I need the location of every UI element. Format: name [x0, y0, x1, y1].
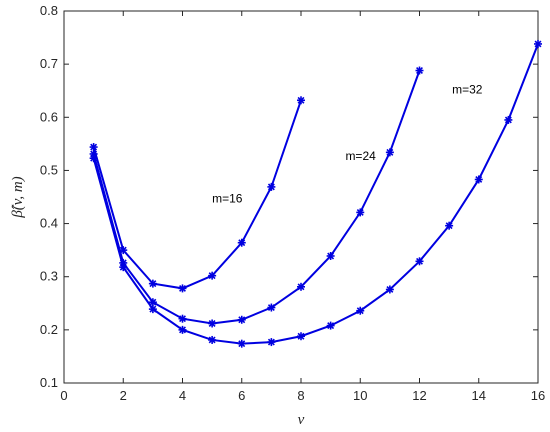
- data-point: [237, 315, 246, 324]
- x-tick-label: 16: [531, 388, 545, 403]
- data-point: [267, 182, 276, 191]
- data-point: [297, 282, 305, 291]
- y-tick-label: 0.2: [40, 322, 58, 337]
- data-point: [534, 39, 542, 48]
- data-point: [89, 154, 98, 163]
- x-axis-label: v: [298, 412, 305, 428]
- data-point: [178, 325, 187, 334]
- y-axis-label: β̂(v, m): [10, 176, 26, 218]
- x-tick-label: 8: [297, 388, 304, 403]
- data-point: [445, 221, 454, 230]
- data-point: [148, 305, 157, 314]
- data-point: [356, 306, 365, 315]
- data-point: [415, 257, 424, 266]
- x-tick-label: 14: [472, 388, 486, 403]
- x-tick-label: 2: [120, 388, 127, 403]
- data-point: [89, 143, 98, 152]
- x-tick-label: 12: [412, 388, 426, 403]
- x-tick-label: 4: [179, 388, 186, 403]
- y-tick-label: 0.1: [40, 375, 58, 390]
- data-point: [356, 208, 365, 217]
- x-tick-label: 10: [353, 388, 367, 403]
- data-point: [326, 321, 335, 330]
- data-point: [297, 332, 305, 341]
- data-point: [297, 96, 305, 105]
- data-point: [504, 115, 513, 124]
- data-point: [208, 319, 217, 328]
- y-tick-label: 0.3: [40, 269, 58, 284]
- x-tick-label: 6: [238, 388, 245, 403]
- data-point: [208, 271, 217, 280]
- data-point: [385, 285, 394, 294]
- data-point: [385, 148, 394, 157]
- data-point: [148, 298, 157, 307]
- data-point: [178, 314, 187, 323]
- data-point: [474, 175, 483, 184]
- data-point: [267, 338, 276, 347]
- plot-area: 0 2 4 6 8 10 12 14 16 0.1 0.2 0.3 0.4 0.5 0.6 0.7 0.8 m=1…: [40, 3, 545, 403]
- data-point: [267, 303, 276, 312]
- y-tick-label: 0.5: [40, 162, 58, 177]
- data-point: [208, 335, 217, 344]
- series-line-3: [92, 43, 539, 345]
- y-tick-label: 0.4: [40, 216, 58, 231]
- data-point: [237, 238, 246, 247]
- data-point: [148, 279, 157, 288]
- series-line-1: [92, 99, 302, 290]
- y-tick-label: 0.8: [40, 3, 58, 18]
- data-point: [119, 263, 128, 272]
- y-tick-label: 0.6: [40, 109, 58, 124]
- y-tick-label: 0.7: [40, 56, 58, 71]
- data-point: [326, 251, 335, 260]
- series-line-2: [92, 70, 421, 325]
- data-point: [237, 339, 246, 348]
- series-annotation: m=32: [452, 82, 483, 96]
- data-point: [178, 284, 187, 293]
- data-point: [415, 66, 424, 75]
- series-annotation: m=16: [212, 191, 243, 205]
- x-tick-label: 0: [60, 388, 67, 403]
- series-annotation: m=24: [345, 149, 376, 163]
